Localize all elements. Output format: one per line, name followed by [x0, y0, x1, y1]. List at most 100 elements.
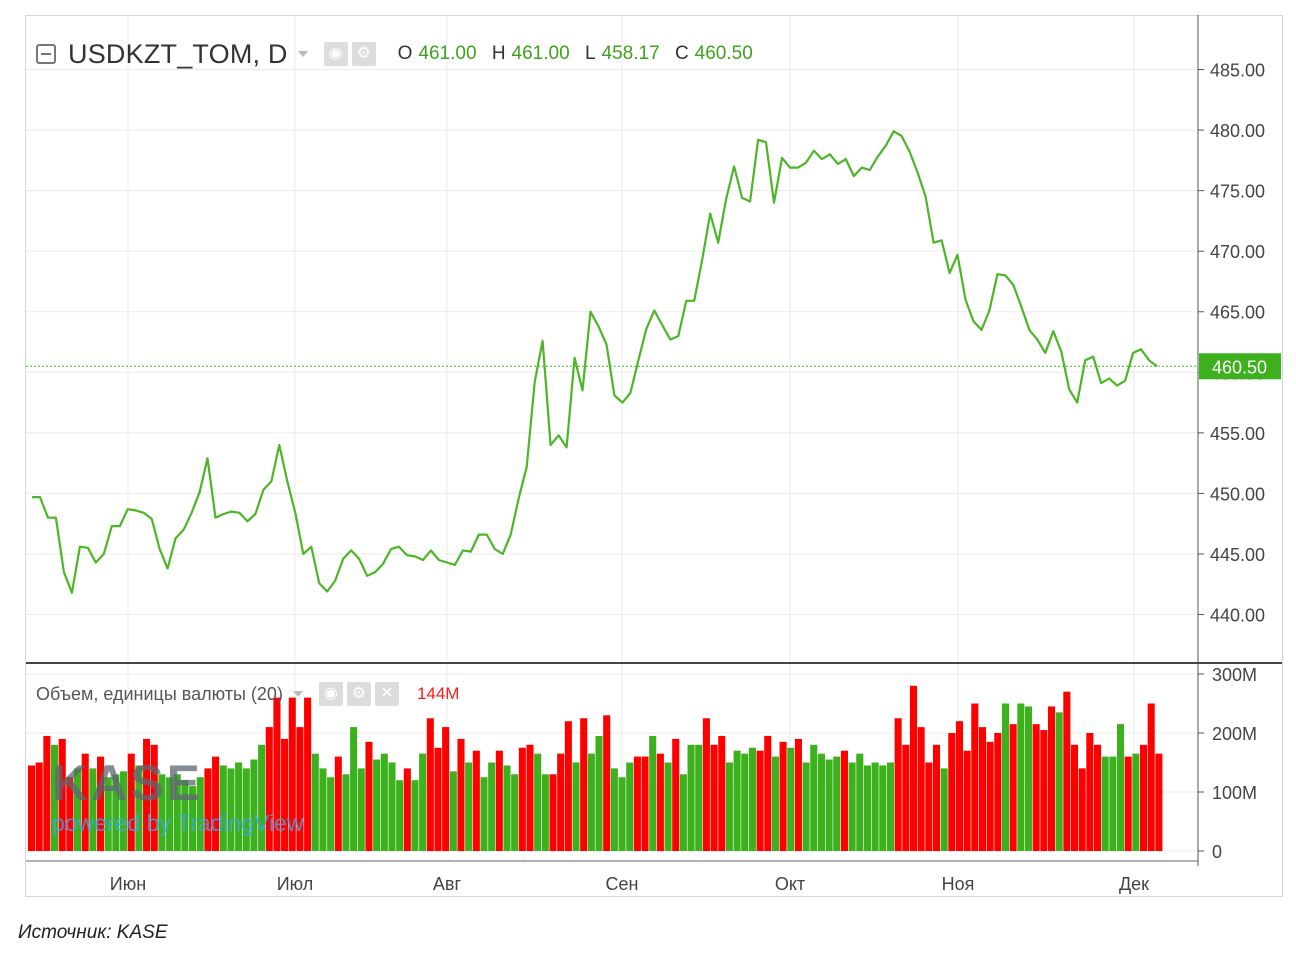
volume-bar [817, 753, 825, 851]
volume-bar [97, 756, 105, 851]
volume-bar [955, 721, 964, 851]
close-key: C [674, 43, 689, 64]
volume-bar [756, 750, 764, 851]
volume-bars [28, 685, 1163, 851]
volume-bar [388, 762, 396, 851]
volume-tick-label: 100M [1212, 783, 1257, 803]
volume-tick-label: 300M [1212, 665, 1257, 685]
kase-logo: KASE [52, 755, 203, 811]
volume-bar [150, 744, 158, 851]
volume-bar [365, 741, 373, 851]
volume-bar [304, 697, 312, 851]
gear-icon[interactable]: ⚙ [346, 682, 371, 706]
volume-bar [1124, 756, 1132, 851]
eye-icon[interactable]: ◉ [323, 42, 348, 66]
volume-bar [442, 727, 450, 851]
volume-bar [135, 765, 143, 851]
ohlc-values: O 461.00 H 461.00 L 458.17 C 460.50 [398, 43, 763, 65]
volume-bar [932, 744, 940, 851]
volume-bar [702, 718, 710, 851]
volume-bar [534, 753, 542, 851]
volume-bar [74, 768, 82, 851]
volume-bar [810, 744, 818, 851]
volume-bar [495, 750, 503, 851]
volume-bar [51, 744, 59, 851]
volume-bar [350, 727, 358, 851]
volume-bar [833, 756, 841, 851]
volume-bar [695, 744, 703, 851]
volume-bar [204, 768, 212, 851]
volume-bar [1093, 744, 1102, 851]
volume-bar [426, 718, 434, 851]
volume-bar [679, 774, 687, 851]
eye-icon[interactable]: ◉ [318, 682, 343, 706]
y-tick-label: 485.00 [1210, 61, 1265, 81]
volume-bar [66, 777, 74, 851]
volume-bar [725, 762, 733, 851]
volume-bar [649, 735, 657, 851]
volume-bar [411, 780, 419, 851]
low-value: 458.17 [601, 43, 660, 64]
volume-bar [925, 762, 933, 851]
volume-bar [741, 753, 749, 851]
volume-bar [718, 735, 726, 851]
volume-bar [196, 777, 204, 851]
volume-bar [181, 780, 189, 851]
gear-icon[interactable]: ⚙ [351, 42, 376, 66]
volume-bar [112, 774, 120, 851]
volume-bar [334, 756, 342, 851]
tradingview-credit: powered by TradingView [52, 810, 304, 836]
volume-bar [664, 762, 672, 851]
x-tick-label: Сен [606, 874, 639, 894]
volume-bar [273, 697, 281, 851]
volume-bar [81, 753, 89, 851]
volume-bar [963, 750, 971, 851]
volume-bar [687, 744, 695, 851]
volume-bar [1063, 691, 1071, 851]
volume-bar [902, 744, 910, 851]
volume-bar [235, 762, 243, 851]
source-caption: Источник: KASE [18, 922, 168, 943]
volume-bar [1001, 703, 1010, 851]
volume-bar [518, 747, 526, 851]
y-tick-label: 480.00 [1210, 121, 1265, 141]
volume-bar [986, 741, 994, 851]
volume-bar [58, 738, 66, 851]
volume-bar [526, 744, 534, 851]
volume-bar [511, 774, 519, 851]
volume-value: 144M [416, 684, 460, 703]
open-value: 461.00 [418, 43, 477, 64]
x-tick-label: Июн [110, 874, 146, 894]
close-icon[interactable]: ✕ [374, 682, 399, 706]
volume-bar [917, 727, 925, 851]
volume-bar [1055, 712, 1063, 851]
volume-bar [909, 685, 917, 851]
price-line [32, 130, 1158, 594]
volume-bar [419, 753, 427, 851]
volume-bar [794, 738, 802, 851]
volume-bar [396, 780, 404, 851]
volume-bar [1040, 730, 1048, 851]
watermark: KASE powered by TradingView [52, 758, 303, 837]
volume-bar [656, 753, 664, 851]
volume-bar [1017, 703, 1025, 851]
volume-bar [28, 765, 36, 851]
chevron-down-icon[interactable] [292, 691, 303, 697]
volume-bar [771, 756, 779, 851]
volume-title[interactable]: Объем, единицы валюты (20) [36, 683, 283, 704]
x-tick-label: Ноя [942, 874, 975, 894]
volume-bar [856, 753, 864, 851]
volume-bar [672, 738, 680, 851]
chevron-down-icon[interactable] [297, 51, 308, 57]
symbol-label[interactable]: USDKZT_TOM, D [68, 38, 288, 69]
volume-bar [710, 744, 718, 851]
volume-bar [227, 768, 235, 851]
volume-bar [1047, 706, 1056, 851]
volume-bar [733, 750, 741, 851]
volume-bar [940, 768, 948, 851]
volume-bar [1070, 744, 1079, 851]
volume-bar [633, 756, 641, 851]
volume-bar [265, 727, 273, 851]
minus-icon[interactable] [36, 44, 56, 64]
